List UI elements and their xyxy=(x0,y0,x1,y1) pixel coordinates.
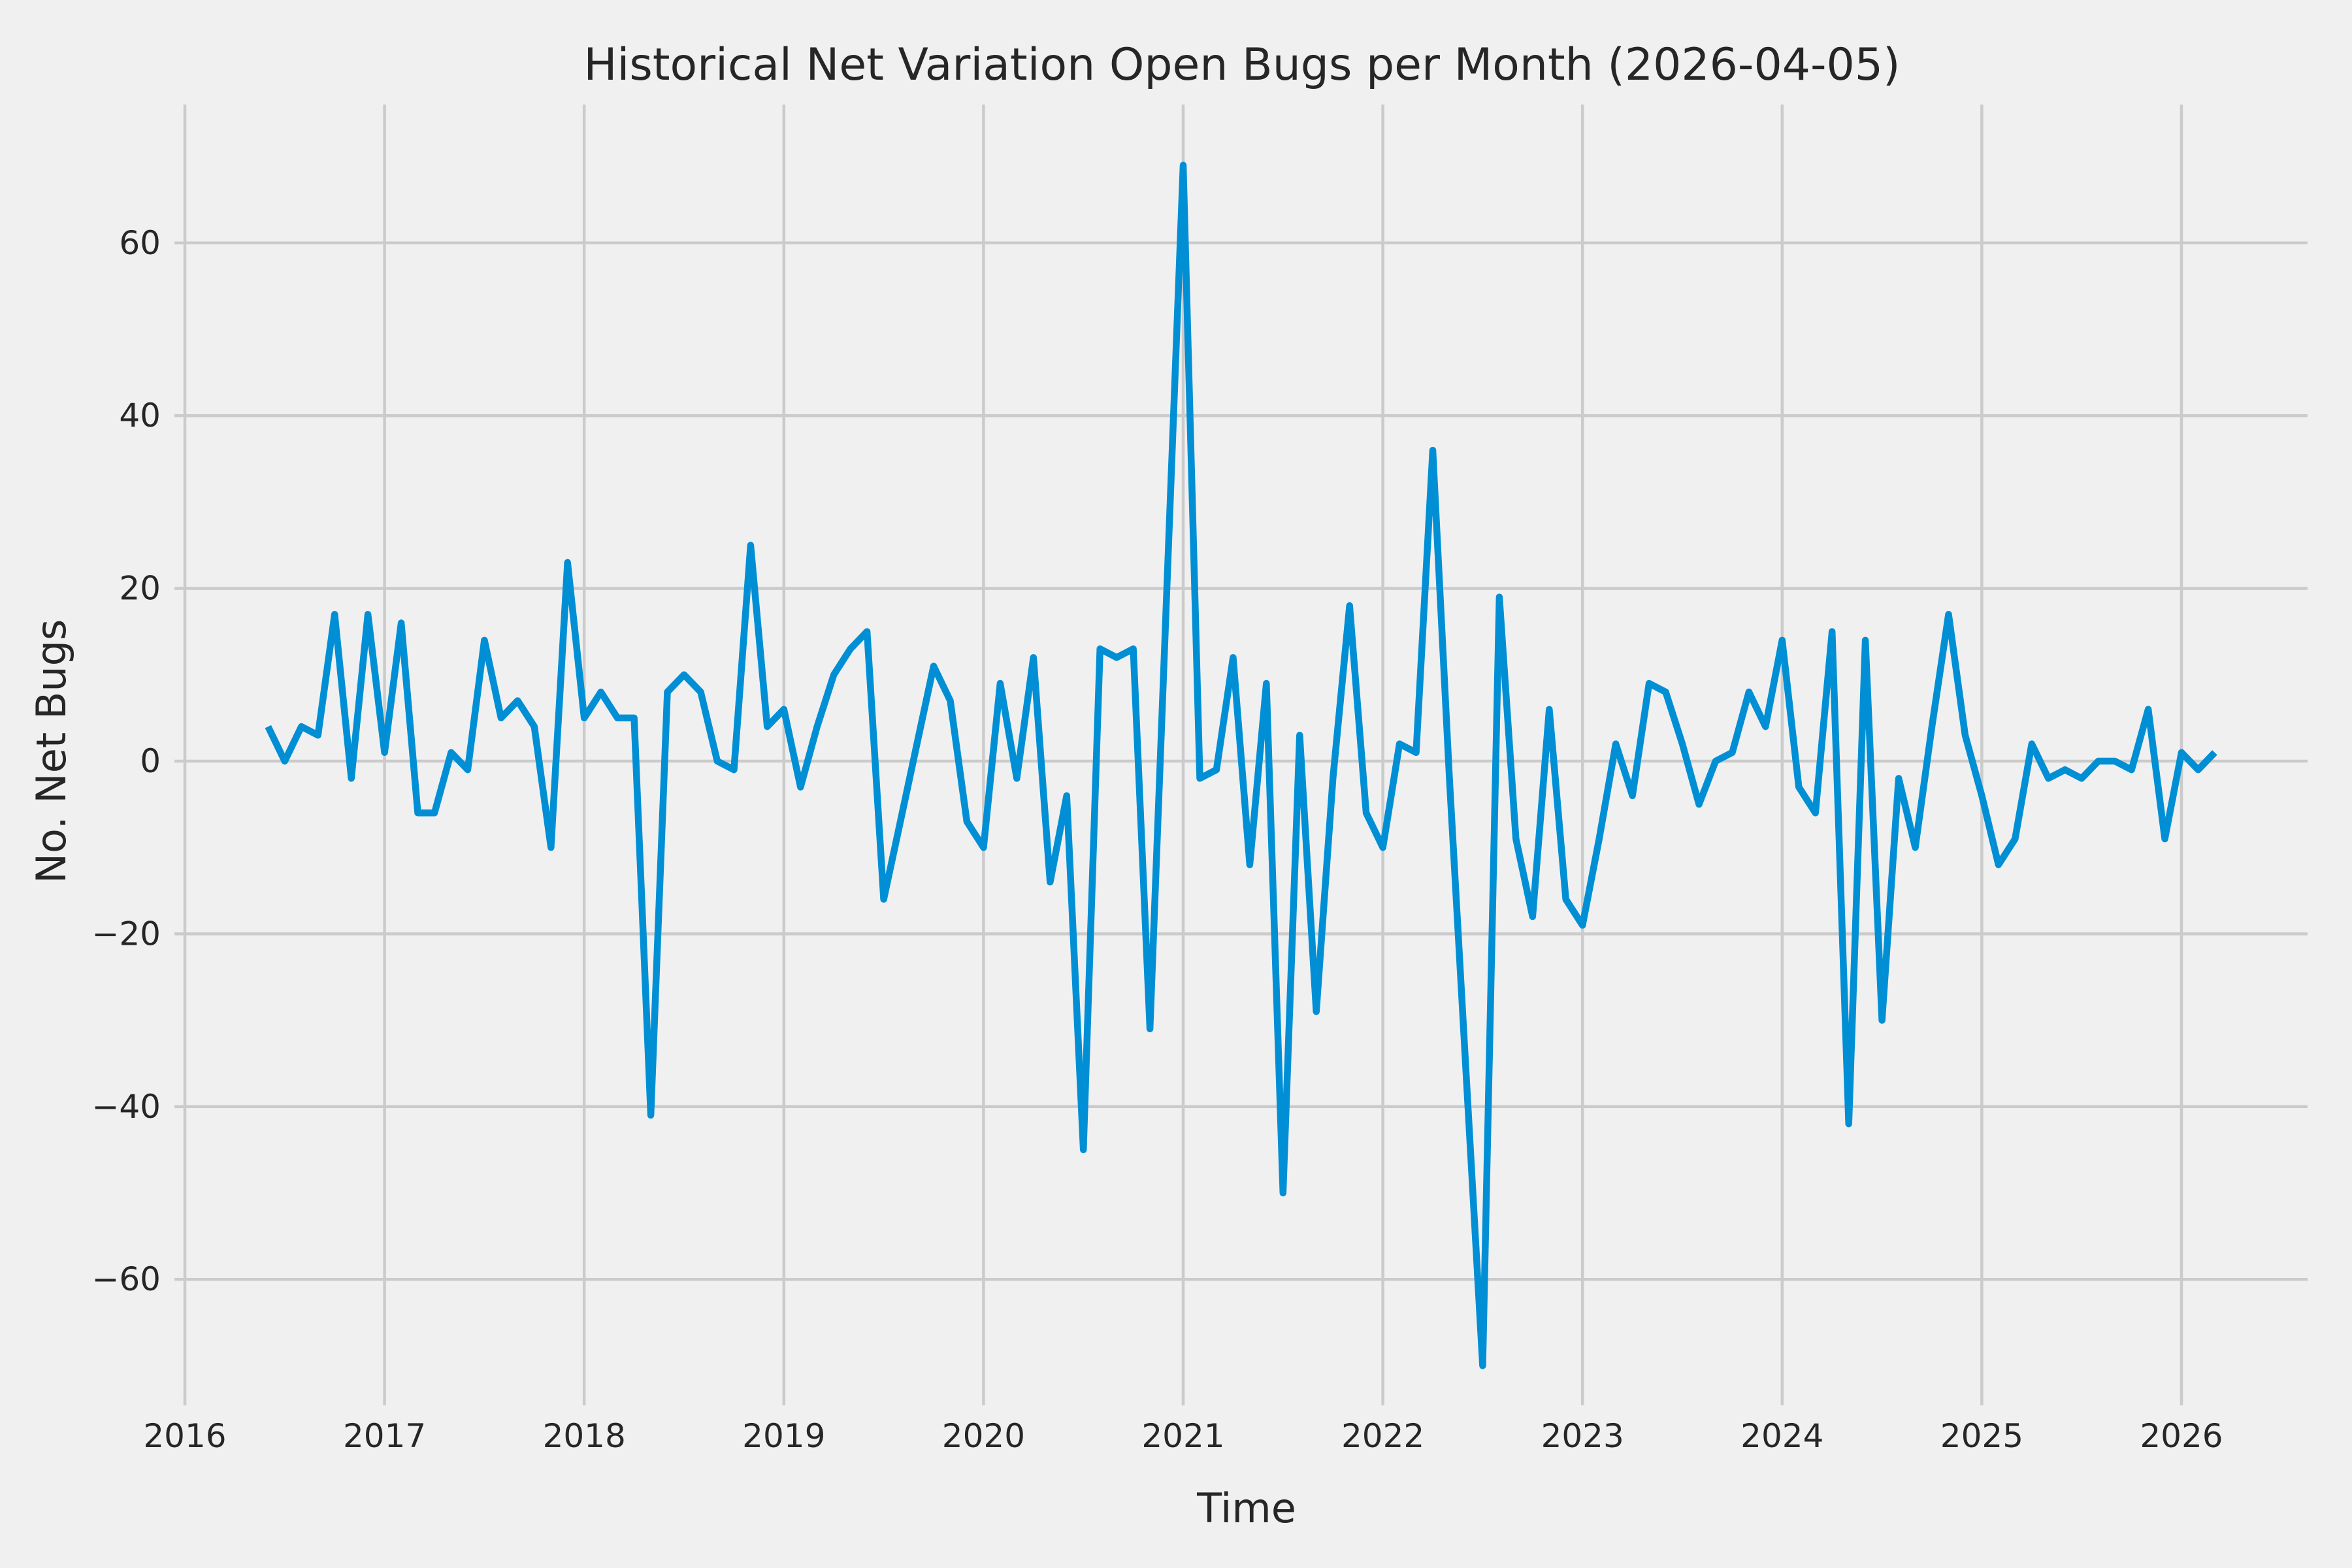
x-tick-label-2019: 2019 xyxy=(742,1417,825,1455)
y-tick-label-40: 40 xyxy=(119,397,161,434)
horizontal-gridlines xyxy=(185,241,2308,1281)
series-line-net-bugs xyxy=(265,161,2217,1369)
tick-marks xyxy=(174,241,2183,1405)
x-tick-label-2024: 2024 xyxy=(1740,1417,1823,1455)
y-tick-label-−40: −40 xyxy=(91,1088,161,1126)
x-tick-label-2022: 2022 xyxy=(1341,1417,1424,1455)
y-tick-labels: 60 40 20 0 −20 −40 −60 xyxy=(91,224,161,1298)
chart-title: Historical Net Variation Open Bugs per M… xyxy=(583,39,1900,91)
x-tick-label-2020: 2020 xyxy=(942,1417,1025,1455)
x-tick-label-2025: 2025 xyxy=(1940,1417,2023,1455)
y-tick-label-60: 60 xyxy=(119,224,161,262)
x-tick-label-2023: 2023 xyxy=(1541,1417,1624,1455)
vertical-gridlines xyxy=(183,105,2183,1395)
x-axis-label: Time xyxy=(1196,1484,1296,1532)
x-tick-label-2026: 2026 xyxy=(2140,1417,2223,1455)
y-axis-label: No. Net Bugs xyxy=(27,619,75,884)
x-tick-label-2017: 2017 xyxy=(343,1417,426,1455)
y-tick-label-−20: −20 xyxy=(91,915,161,953)
x-tick-labels: 2016 2017 2018 2019 2020 2021 2022 2023 2024 2025… xyxy=(143,1417,2223,1455)
y-tick-label-−60: −60 xyxy=(91,1260,161,1298)
x-tick-label-2021: 2021 xyxy=(1141,1417,1224,1455)
y-tick-label-0: 0 xyxy=(140,742,161,780)
x-tick-label-2016: 2016 xyxy=(143,1417,226,1455)
x-tick-label-2018: 2018 xyxy=(543,1417,626,1455)
data-series xyxy=(265,161,2217,1369)
y-tick-label-20: 20 xyxy=(119,570,161,608)
